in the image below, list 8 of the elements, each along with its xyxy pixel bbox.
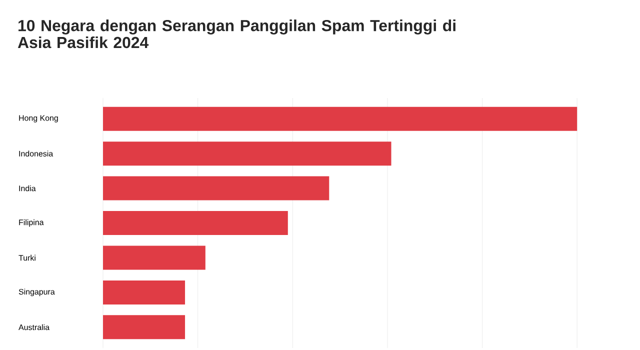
chart-title: 10 Negara dengan Serangan Panggilan Spam Tertinggi di Asia Pasifik 2024 — [18, 20, 456, 48]
bar — [103, 106, 578, 131]
bar — [103, 176, 330, 200]
bar — [103, 142, 392, 166]
bar — [103, 315, 186, 340]
bar — [103, 280, 186, 304]
bar — [103, 246, 206, 270]
bar — [103, 211, 288, 236]
